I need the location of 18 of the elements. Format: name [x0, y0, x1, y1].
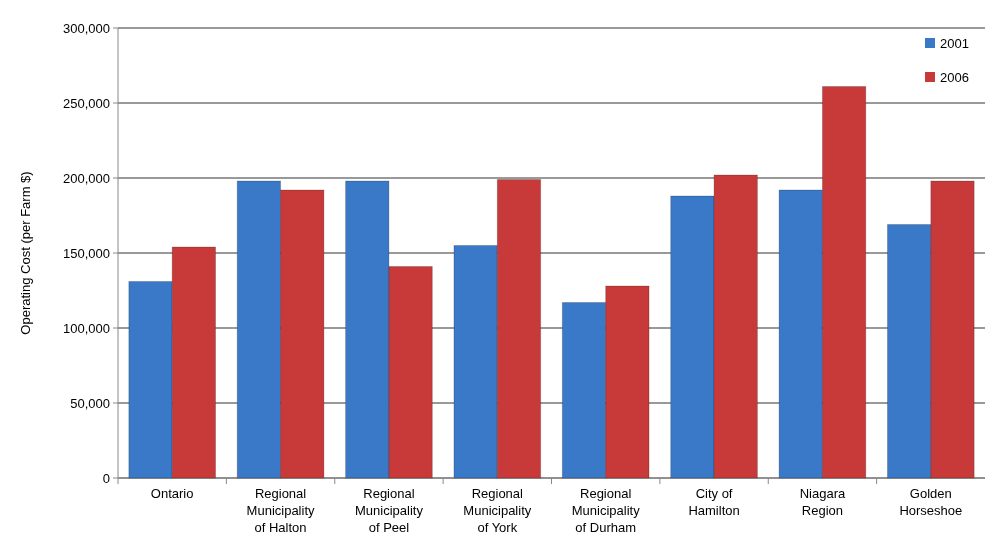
- y-tick-label: 150,000: [63, 245, 110, 261]
- legend-label: 2006: [940, 69, 969, 85]
- y-tick-label: 0: [102, 470, 110, 486]
- y-tick-label: 100,000: [63, 320, 110, 336]
- x-tick-label: Regional Municipality of Durham: [571, 486, 641, 535]
- x-tick-label: City of Hamilton: [688, 486, 740, 518]
- x-tick-label: Niagara Region: [799, 486, 846, 518]
- x-tick-label: Regional Municipality of Halton: [246, 486, 316, 535]
- x-tick-label: Golden Horseshoe: [899, 486, 963, 518]
- y-tick-label: 200,000: [63, 170, 110, 186]
- x-tick-label: Ontario: [150, 486, 194, 501]
- y-tick-label: 250,000: [63, 95, 110, 111]
- y-axis-title: Operating Cost (per Farm $): [18, 171, 33, 335]
- x-tick-label: Regional Municipality of Peel: [354, 486, 424, 535]
- y-tick-label: 300,000: [63, 20, 110, 36]
- legend-label: 2001: [940, 35, 969, 51]
- y-tick-label: 50,000: [70, 395, 110, 411]
- x-tick-label: Regional Municipality of York: [463, 486, 532, 535]
